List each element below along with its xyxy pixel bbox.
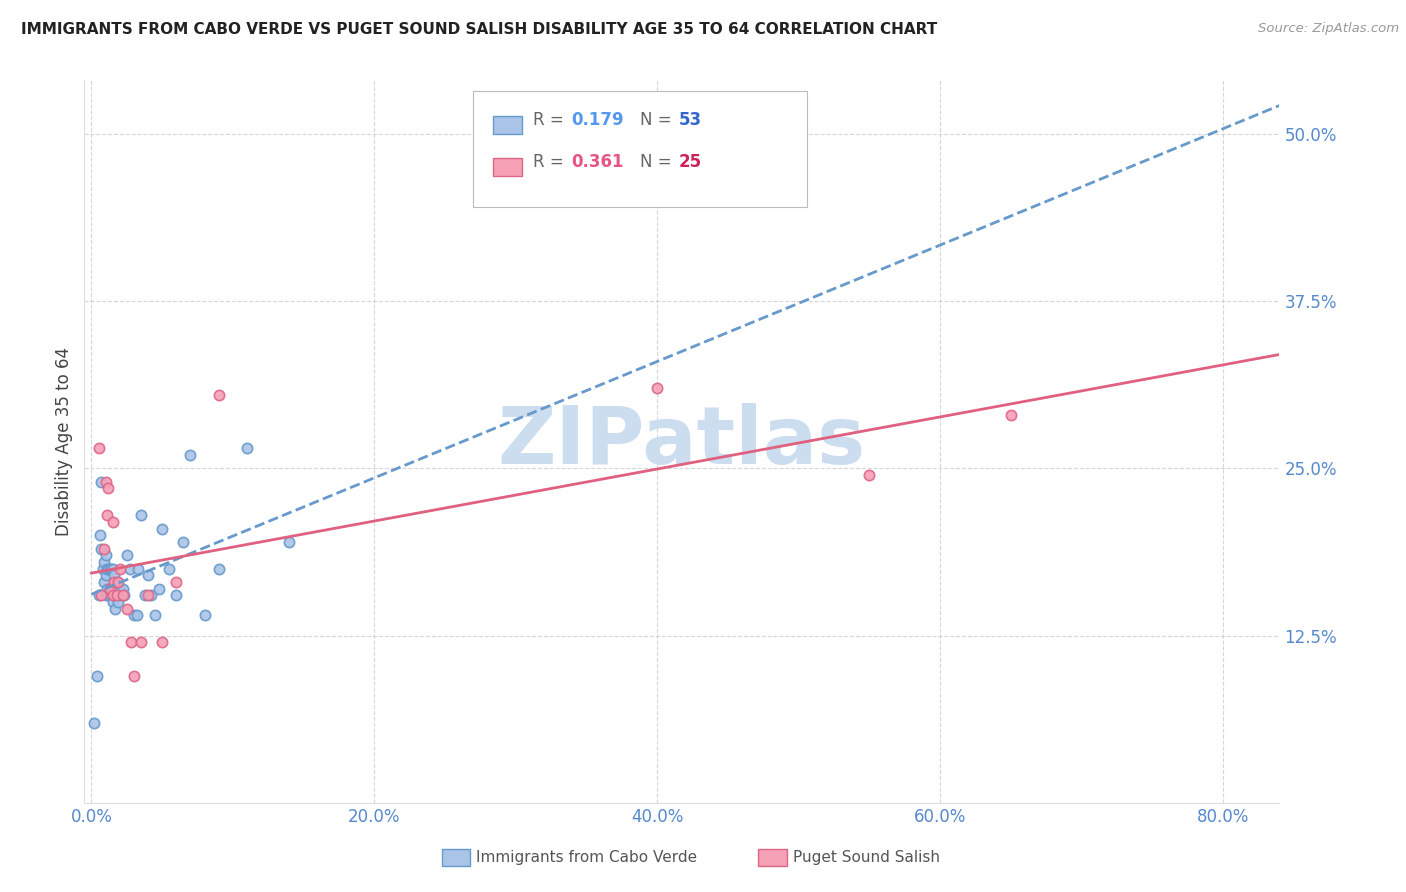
Point — [101, 582, 124, 596]
Point — [96, 582, 118, 596]
Point — [194, 608, 217, 623]
Point — [122, 669, 145, 683]
FancyBboxPatch shape — [472, 91, 807, 207]
Point — [96, 562, 118, 576]
Point — [179, 448, 201, 462]
Point — [83, 715, 105, 730]
Point — [93, 575, 115, 590]
Point — [90, 589, 112, 603]
Text: Puget Sound Salish: Puget Sound Salish — [793, 850, 941, 865]
Point — [136, 589, 159, 603]
Point — [103, 575, 125, 590]
Text: N =: N = — [640, 111, 676, 129]
Point — [858, 467, 880, 482]
Point — [111, 582, 134, 596]
Point — [93, 541, 115, 556]
Point — [1000, 408, 1022, 422]
Point — [103, 568, 125, 582]
Point — [115, 548, 138, 563]
Y-axis label: Disability Age 35 to 64: Disability Age 35 to 64 — [55, 347, 73, 536]
Point — [87, 442, 110, 455]
Point — [97, 482, 120, 496]
Text: R =: R = — [533, 111, 568, 129]
Point — [150, 521, 173, 535]
Point — [118, 562, 141, 576]
Point — [94, 548, 117, 563]
Text: R =: R = — [533, 153, 568, 171]
Point — [143, 608, 166, 623]
Point — [150, 635, 173, 649]
Point — [208, 562, 231, 576]
Point — [86, 669, 108, 683]
Point — [96, 508, 118, 523]
Text: 0.179: 0.179 — [571, 111, 623, 129]
Point — [108, 562, 131, 576]
Point — [129, 635, 152, 649]
Point — [125, 608, 148, 623]
Point — [100, 562, 122, 576]
Point — [87, 589, 110, 603]
Point — [111, 589, 134, 603]
Point — [122, 608, 145, 623]
Text: IMMIGRANTS FROM CABO VERDE VS PUGET SOUND SALISH DISABILITY AGE 35 TO 64 CORRELA: IMMIGRANTS FROM CABO VERDE VS PUGET SOUN… — [21, 22, 938, 37]
Point — [94, 568, 117, 582]
Point — [120, 635, 142, 649]
Point — [278, 534, 301, 549]
Point — [97, 562, 120, 576]
Point — [105, 575, 128, 590]
Point — [93, 555, 115, 569]
Point — [90, 541, 112, 556]
Point — [97, 589, 120, 603]
Point — [101, 515, 124, 529]
Point — [98, 582, 121, 596]
Point — [148, 582, 170, 596]
Point — [101, 595, 124, 609]
Point — [90, 475, 112, 489]
Text: Immigrants from Cabo Verde: Immigrants from Cabo Verde — [477, 850, 697, 865]
Point — [89, 528, 111, 542]
Point — [107, 595, 129, 609]
Point — [129, 508, 152, 523]
Point — [136, 568, 159, 582]
Point — [94, 475, 117, 489]
Text: 53: 53 — [678, 111, 702, 129]
Point — [112, 589, 135, 603]
Text: ZIPatlas: ZIPatlas — [498, 402, 866, 481]
Point — [101, 562, 124, 576]
Text: 0.361: 0.361 — [571, 153, 623, 171]
Point — [104, 602, 127, 616]
Text: N =: N = — [640, 153, 676, 171]
Point — [115, 602, 138, 616]
Point — [172, 534, 194, 549]
Point — [127, 562, 149, 576]
Point — [107, 575, 129, 590]
Point — [108, 582, 131, 596]
Point — [165, 575, 187, 590]
Point — [165, 589, 187, 603]
Text: 25: 25 — [678, 153, 702, 171]
FancyBboxPatch shape — [494, 117, 522, 134]
Point — [98, 582, 121, 596]
Point — [100, 589, 122, 603]
Point — [645, 381, 668, 395]
Point — [91, 562, 114, 576]
Point — [110, 589, 132, 603]
FancyBboxPatch shape — [441, 849, 471, 866]
Point — [236, 442, 259, 455]
Point — [105, 589, 128, 603]
Point — [208, 387, 231, 401]
Point — [139, 589, 162, 603]
FancyBboxPatch shape — [758, 849, 787, 866]
Point — [101, 589, 124, 603]
Point — [105, 589, 128, 603]
Point — [157, 562, 180, 576]
Point — [98, 562, 121, 576]
Point — [103, 589, 125, 603]
FancyBboxPatch shape — [494, 158, 522, 176]
Point — [134, 589, 156, 603]
Point — [94, 589, 117, 603]
Text: Source: ZipAtlas.com: Source: ZipAtlas.com — [1258, 22, 1399, 36]
